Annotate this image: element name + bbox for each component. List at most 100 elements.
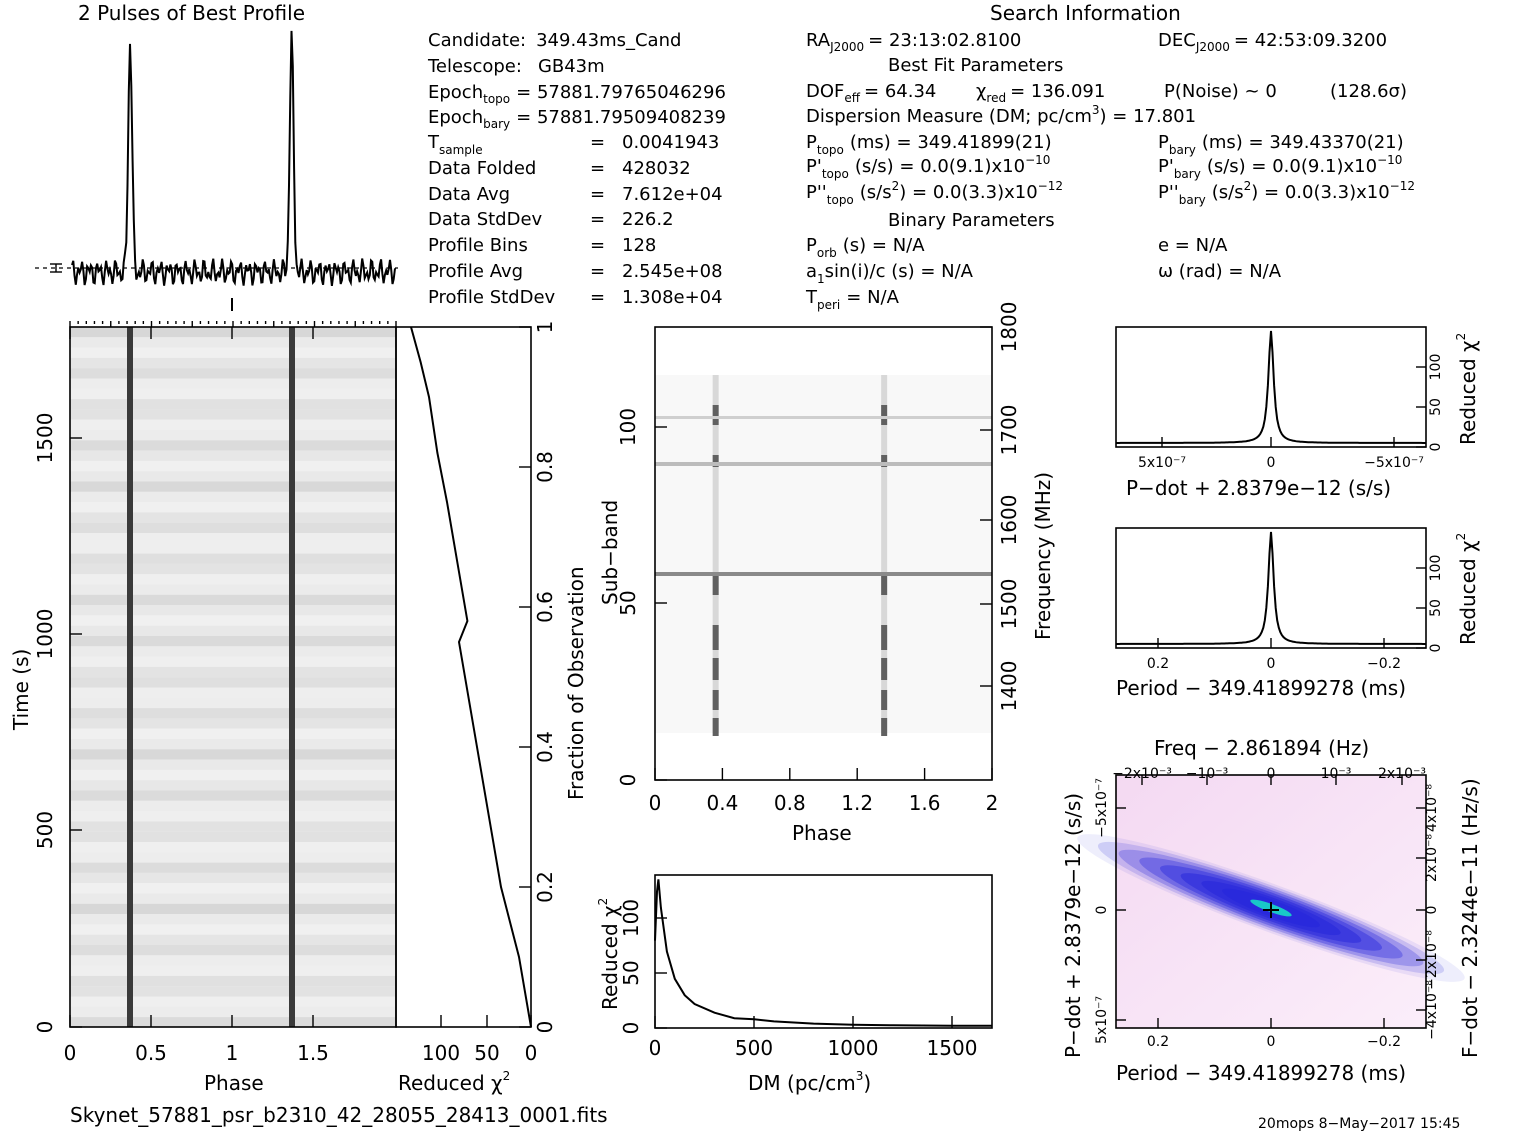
svg-text:a1sin(i)/c (s) = N/A: a1sin(i)/c (s) = N/A bbox=[806, 261, 974, 286]
date-footer: 20mops 8−May−2017 15:45 bbox=[1258, 1116, 1460, 1132]
svg-text:Reduced χ2: Reduced χ2 bbox=[596, 898, 622, 1010]
pddtopo-label: P'' bbox=[806, 182, 827, 203]
svg-text:P''bary(s/s2) = 0.0(3.3)x10−12: P''bary (s/s2) = 0.0(3.3)x10−12 bbox=[1158, 179, 1415, 207]
filename-footer: Skynet_57881_psr_b2310_42_28055_28413_00… bbox=[70, 1103, 608, 1127]
time-row bbox=[70, 975, 396, 987]
svg-text:Tsample: Tsample bbox=[427, 132, 483, 157]
x-tick-label: 2 bbox=[986, 791, 999, 815]
folded-value: 428032 bbox=[622, 158, 691, 179]
pdbary-label: P' bbox=[1158, 156, 1174, 177]
time-row bbox=[70, 615, 396, 626]
pavg-label: Profile Avg bbox=[428, 261, 523, 282]
pbary-value: (ms) = 349.43370(21) bbox=[1202, 132, 1404, 153]
time-row bbox=[70, 872, 396, 884]
x-tick-label: −5x10⁻⁷ bbox=[1364, 455, 1424, 471]
svg-text:P'bary(s/s) = 0.0(9.1)x10−10: P'bary (s/s) = 0.0(9.1)x10−10 bbox=[1158, 153, 1402, 181]
pddbary-value: ) = 0.0(3.3)x10 bbox=[1251, 182, 1389, 203]
y-tick-label: 50 bbox=[616, 590, 640, 615]
dm-xlabel: DM (pc/cm bbox=[748, 1071, 856, 1095]
svg-text:Epochbary= 57881.79509408239: Epochbary = 57881.79509408239 bbox=[428, 107, 726, 131]
time-row bbox=[70, 677, 396, 688]
time-row bbox=[70, 584, 396, 595]
svg-text:χred= 136.091: χred = 136.091 bbox=[976, 81, 1105, 105]
svg-text:Epochtopo= 57881.79765046296: Epochtopo = 57881.79765046296 bbox=[428, 82, 726, 106]
svg-text:Reduced χ2: Reduced χ2 bbox=[398, 1069, 510, 1095]
time-row bbox=[70, 337, 396, 348]
period-ylabel: Reduced χ bbox=[1456, 540, 1480, 645]
svg-text:=: = bbox=[590, 158, 605, 179]
fdot-ylabel: F−dot − 2.3244e−11 (Hz/s) bbox=[1458, 778, 1482, 1058]
profile-title: 2 Pulses of Best Profile bbox=[78, 1, 305, 25]
svg-text:RAJ2000= 23:13:02.8100: RAJ2000 = 23:13:02.8100 bbox=[806, 30, 1021, 54]
pulse-segment bbox=[881, 690, 888, 710]
pavg-value: 2.545e+08 bbox=[622, 261, 723, 282]
time-row bbox=[70, 419, 396, 430]
time-row bbox=[70, 996, 396, 1007]
chi-label: χ bbox=[976, 81, 986, 102]
pdot-ylabel: Reduced χ bbox=[1456, 340, 1480, 445]
y-tick-label: 500 bbox=[33, 811, 57, 849]
tperi-value: = N/A bbox=[846, 287, 899, 308]
x-tick-label: 0.4 bbox=[706, 791, 738, 815]
y-tick-label: 50 bbox=[1428, 599, 1444, 617]
svg-text:P'topo(s/s) = 0.0(9.1)x10−10: P'topo (s/s) = 0.0(9.1)x10−10 bbox=[806, 153, 1050, 181]
period-chi-plot: 0.2 0 −0.2 0 50 100 Period − 349.41899278 (ms… bbox=[1115, 527, 1480, 700]
ppdot-xlabel: Period − 349.41899278 (ms) bbox=[1116, 1061, 1406, 1085]
x-tick-label: 100 bbox=[422, 1041, 460, 1065]
pulse-segment bbox=[712, 575, 719, 595]
time-row bbox=[70, 553, 396, 564]
subband-plot: 0 0.4 0.8 1.2 1.6 2 0 50 100 1400 1500 1600 1700 1800… bbox=[598, 302, 1055, 845]
y-tick-label: 0 bbox=[1428, 644, 1444, 653]
pdtopo-label: P' bbox=[806, 156, 822, 177]
y-tick-label: 0 bbox=[1428, 443, 1444, 452]
y-tick-label: 0 bbox=[616, 774, 640, 787]
best-fit-heading: Best Fit Parameters bbox=[888, 55, 1063, 76]
bins-value: 128 bbox=[622, 235, 656, 256]
pstd-value: 1.308e+04 bbox=[622, 287, 723, 308]
y-tick-label: 100 bbox=[1428, 555, 1444, 582]
y-tick-label: 50 bbox=[619, 960, 643, 985]
epoch-bary-value: = 57881.79509408239 bbox=[516, 107, 726, 128]
epoch-bary-label: Epoch bbox=[428, 107, 483, 128]
time-row bbox=[70, 666, 396, 678]
x-tick-label: 1000 bbox=[828, 1036, 879, 1060]
x-tick-label: 0 bbox=[1267, 455, 1276, 471]
pdot-xlabel: P−dot + 2.8379e−12 (s/s) bbox=[1126, 476, 1391, 500]
time-row bbox=[70, 1017, 396, 1028]
rfi-band bbox=[655, 572, 992, 576]
dm-ylabel: Reduced χ bbox=[598, 905, 622, 1010]
ptopo-value: (ms) = 349.41899(21) bbox=[850, 132, 1052, 153]
time-row bbox=[70, 749, 396, 760]
time-row bbox=[70, 708, 396, 719]
time-row bbox=[70, 893, 396, 904]
x-tick-label: 1.2 bbox=[841, 791, 873, 815]
time-row bbox=[70, 728, 396, 739]
y-tick-label: 0.6 bbox=[533, 591, 557, 623]
period-xlabel: Period − 349.41899278 (ms) bbox=[1116, 676, 1406, 700]
y-tick-label: 0 bbox=[533, 1021, 557, 1034]
y-tick-label: 0.8 bbox=[533, 451, 557, 483]
telescope-value: GB43m bbox=[538, 56, 605, 77]
binary-heading: Binary Parameters bbox=[888, 210, 1055, 231]
y2-tick-label: 1700 bbox=[997, 405, 1021, 456]
fraction-ylabel: Fraction of Observation bbox=[564, 566, 588, 800]
ppdot-title: Freq − 2.861894 (Hz) bbox=[1154, 736, 1369, 760]
time-row bbox=[70, 450, 396, 461]
time-row bbox=[70, 440, 396, 451]
pulse-segment bbox=[881, 575, 888, 595]
pulse-segment bbox=[881, 405, 888, 425]
frequency-ylabel: Frequency (MHz) bbox=[1031, 472, 1055, 640]
x2-tick-label: 2x10⁻³ bbox=[1378, 766, 1426, 782]
x-tick-label: 0 bbox=[525, 1041, 538, 1065]
ptopo-label: P bbox=[806, 132, 817, 153]
time-row bbox=[70, 430, 396, 441]
y2-tick-label: 0 bbox=[1424, 906, 1440, 915]
x-tick-label: 0 bbox=[1267, 656, 1276, 672]
folded-label: Data Folded bbox=[428, 158, 536, 179]
y-tick-label: 50 bbox=[1428, 398, 1444, 416]
x-tick-label: 1 bbox=[226, 1041, 239, 1065]
time-row bbox=[70, 800, 396, 812]
time-row bbox=[70, 883, 396, 894]
time-row bbox=[70, 790, 396, 801]
x-tick-label: 50 bbox=[474, 1041, 499, 1065]
